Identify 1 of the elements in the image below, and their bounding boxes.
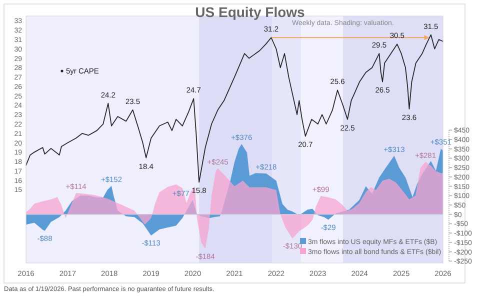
chart-title: US Equity Flows (195, 4, 306, 20)
